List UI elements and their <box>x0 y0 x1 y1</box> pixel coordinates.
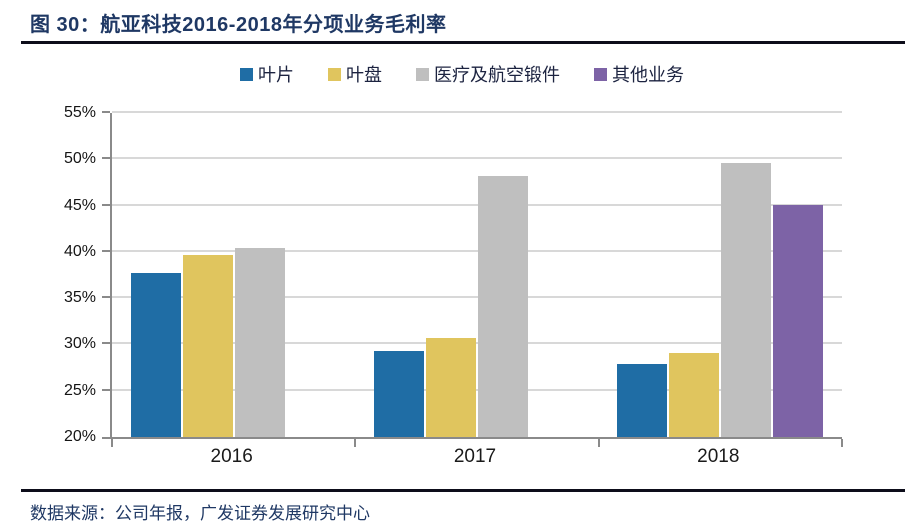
title-divider <box>21 41 905 44</box>
gridline <box>112 296 842 299</box>
bar-group <box>112 113 355 437</box>
x-tick-mark <box>597 439 600 447</box>
y-tick-label: 35% <box>63 289 96 307</box>
x-tick-mark <box>354 439 357 447</box>
y-tick-mark <box>102 296 110 299</box>
bar <box>721 163 772 437</box>
legend-label: 叶盘 <box>346 65 382 85</box>
x-category-label: 2016 <box>210 446 253 467</box>
y-tick-label: 40% <box>63 242 96 260</box>
legend-item: 叶盘 <box>328 61 382 87</box>
bar <box>669 352 720 437</box>
legend-label: 叶片 <box>258 65 294 85</box>
y-axis-labels: 20% 25% 30% 35% 40% 45% 50% 55% <box>0 105 96 445</box>
legend-swatch-icon <box>240 67 253 81</box>
legend-item: 叶片 <box>240 61 294 87</box>
y-tick-label: 25% <box>63 381 96 399</box>
y-tick-mark <box>102 437 110 439</box>
bar <box>477 175 528 437</box>
y-tick-mark <box>102 249 110 252</box>
source-note: 数据来源：公司年报，广发证券发展研究中心 <box>30 504 370 523</box>
gridline <box>112 157 842 160</box>
y-tick-mark <box>102 342 110 345</box>
y-tick-label: 50% <box>63 150 96 168</box>
y-tick-mark <box>102 203 110 206</box>
footer-divider <box>21 489 905 492</box>
bar <box>234 248 285 437</box>
bar <box>182 254 233 437</box>
x-axis-labels: 2016 2017 2018 <box>110 446 840 468</box>
bar <box>617 363 668 437</box>
bar <box>130 273 181 437</box>
y-tick-label: 20% <box>63 428 96 445</box>
y-tick-label: 55% <box>63 104 96 121</box>
y-tick-mark <box>102 111 110 113</box>
x-category-label: 2017 <box>453 446 497 467</box>
plot-area <box>102 111 843 447</box>
gridline <box>112 203 842 206</box>
legend-label: 其他业务 <box>612 65 684 85</box>
gridline <box>112 342 842 345</box>
y-tick-mark <box>102 388 110 391</box>
figure-title: 图 30：航亚科技2016-2018年分项业务毛利率 <box>30 14 447 36</box>
y-tick-mark <box>102 157 110 160</box>
bar <box>425 337 476 437</box>
legend-swatch-icon <box>594 67 607 81</box>
gridline <box>112 111 842 113</box>
bar <box>773 204 824 437</box>
bar <box>373 350 424 437</box>
legend-item: 医疗及航空锻件 <box>416 61 560 87</box>
x-tick-mark <box>111 439 113 447</box>
x-category-label: 2018 <box>697 446 740 467</box>
gridline <box>112 388 842 391</box>
x-tick-mark <box>841 439 843 447</box>
legend-swatch-icon <box>328 67 341 81</box>
y-tick-label: 45% <box>63 196 96 214</box>
legend-swatch-icon <box>416 67 429 81</box>
chart-legend: 叶片 叶盘 医疗及航空锻件 其他业务 <box>0 61 924 87</box>
y-tick-label: 30% <box>63 335 96 353</box>
legend-item: 其他业务 <box>594 61 684 87</box>
gridline <box>112 249 842 252</box>
bar-group <box>355 113 598 437</box>
bar-group <box>599 113 842 437</box>
legend-label: 医疗及航空锻件 <box>434 65 560 85</box>
